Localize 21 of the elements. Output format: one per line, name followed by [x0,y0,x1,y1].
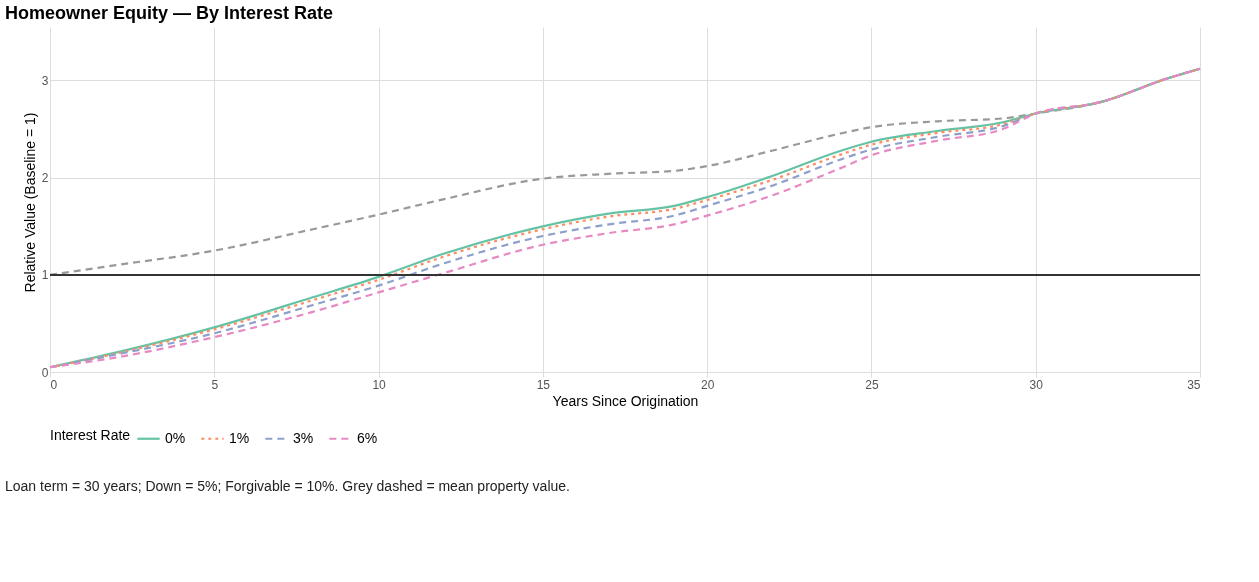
x-tick-label: 15 [536,377,551,392]
y-tick-label: 3 [41,73,49,88]
legend-label: 0% [165,429,186,446]
legend-title: Interest Rate [50,427,131,443]
y-tick-label: 1 [41,268,49,283]
x-tick-label: 30 [1029,377,1044,392]
y-axis-title: Relative Value (Baseline = 1) [21,112,38,293]
legend-label: 1% [229,429,250,446]
x-tick-label: 10 [372,377,387,392]
legend-label: 3% [293,429,314,446]
chart-title: Homeowner Equity — By Interest Rate [5,3,334,23]
y-tick-label: 2 [41,171,49,186]
x-tick-label: 25 [865,377,879,392]
text: Loan term = 30 years; Down = 5%; Forgivable = 10%. Grey dashed = mean property value. [5,478,570,494]
x-tick-label: 20 [700,377,715,392]
legend-label: 6% [357,429,378,446]
x-tick-label: 5 [211,377,219,392]
line-series [48,67,1202,369]
x-tick-label: 35 [1187,377,1201,392]
x-axis-title: Years Since Origination [552,392,699,409]
y-tick-label: 0 [41,365,49,380]
